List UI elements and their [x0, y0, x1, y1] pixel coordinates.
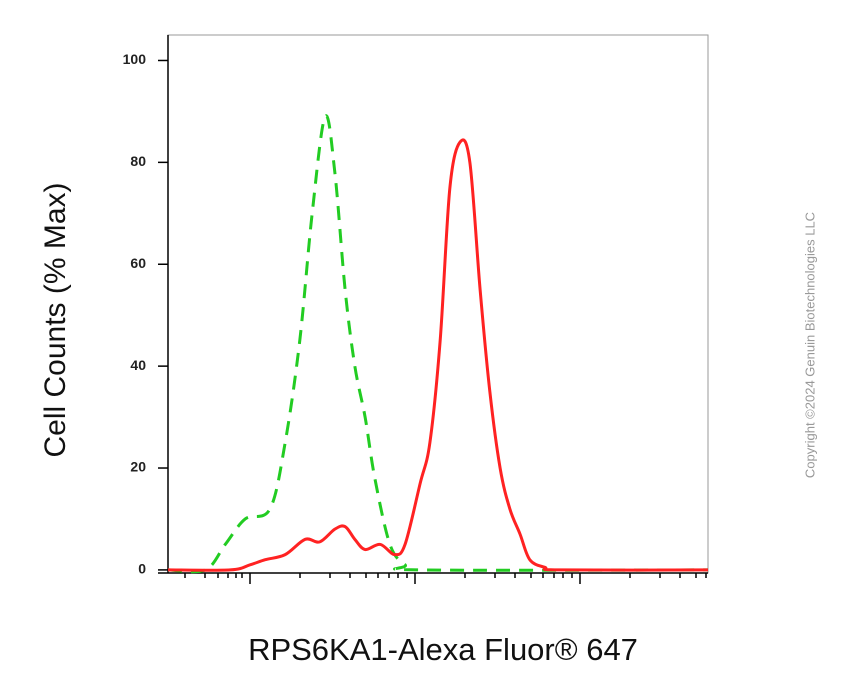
watermark: Copyright ©2024 Genuin Biotechnologies L…	[802, 212, 817, 478]
x-tick-marks	[184, 573, 707, 584]
y-tick-label: 60	[130, 255, 146, 271]
y-axis-label: Cell Counts (% Max)	[39, 182, 72, 457]
x-axis-label: RPS6KA1-Alexa Fluor® 647	[248, 632, 638, 667]
y-tick-label: 0	[138, 561, 146, 577]
plot-frame	[167, 34, 709, 574]
histogram-line	[167, 138, 709, 572]
histogram-line	[167, 114, 709, 574]
y-tick-label: 80	[130, 153, 146, 169]
y-tick-label: 40	[130, 357, 146, 373]
y-tick-label: 100	[123, 51, 147, 67]
y-tick-label: 20	[130, 459, 146, 475]
